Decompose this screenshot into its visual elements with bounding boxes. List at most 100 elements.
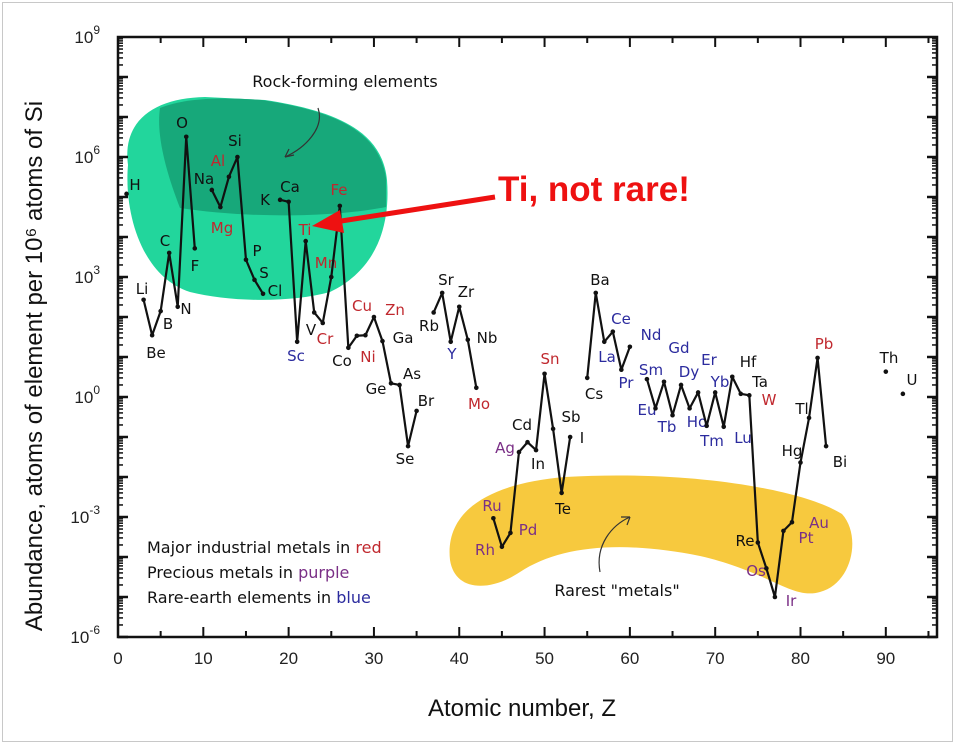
data-point-cu [363,332,368,338]
element-label-s: S [259,264,269,282]
y-tick-base: 10 [70,628,89,647]
data-point-se [405,443,411,449]
data-point-hf [729,374,735,380]
y-tick-base: 10 [74,268,93,287]
data-point-rh [499,544,505,550]
element-label-cr: Cr [317,330,334,348]
data-point-rb [431,310,436,315]
abundance-line-segment [645,356,828,599]
element-label-ba: Ba [590,271,609,289]
element-label-h: H [129,176,140,194]
data-point-th [883,369,889,374]
data-point-in [533,447,539,453]
data-point-y [448,339,454,345]
element-label-pb: Pb [815,335,834,353]
data-point-f [192,246,198,251]
data-point-n [175,304,181,310]
element-label-n: N [180,300,191,318]
element-label-os: Os [746,562,766,580]
x-tick-label: 0 [113,649,122,668]
rock-forming-region-core [159,98,386,216]
data-point-eu [653,406,658,411]
rock-forming-label: Rock-forming elements [252,72,437,91]
y-tick-exponent: -3 [89,503,100,517]
element-label-o: O [176,114,188,132]
data-point-li [141,297,146,303]
data-point-k [277,197,283,203]
data-point-re [755,540,761,545]
element-label-ir: Ir [786,592,797,610]
element-label-au: Au [809,514,829,532]
y-tick-label: 10-6 [70,623,100,647]
element-label-ho: Ho [687,413,707,431]
element-label-sr: Sr [438,271,455,289]
element-label-hg: Hg [782,442,803,460]
element-label-eu: Eu [638,401,657,419]
x-tick-label: 70 [706,649,725,668]
element-label-cs: Cs [585,385,603,403]
data-point-tl [806,415,812,421]
data-point-hg [798,460,803,465]
element-label-sn: Sn [540,350,559,368]
data-point-zn [371,314,377,320]
x-tick-label: 50 [535,649,554,668]
data-point-ho [687,406,692,411]
data-point-au [789,519,795,525]
abundance-line-segment [492,372,572,548]
element-label-w: W [762,391,777,409]
data-point-ga [380,338,385,344]
element-label-sm: Sm [639,361,663,379]
data-point-al [226,174,232,180]
data-point-pt [781,528,786,534]
element-label-pd: Pd [519,521,538,539]
data-point-ru [491,515,496,521]
data-point-dy [678,382,684,388]
data-point-lu [721,424,727,430]
data-point-nd [627,344,633,350]
data-point-mg [218,204,223,210]
data-point-w [747,393,752,398]
data-point-s [252,277,257,283]
element-label-gd: Gd [668,339,689,357]
rock-forming-arrow [284,107,320,158]
legend-text: Precious metals in [147,563,298,582]
legend-entry: Precious metals in purple [147,563,349,582]
element-label-cl: Cl [268,282,283,300]
element-label-ce: Ce [611,310,631,328]
x-tick-label: 80 [791,649,810,668]
element-label-v: V [306,321,317,339]
data-point-bi [823,443,829,449]
y-axis-title: Abundance, atoms of element per 10⁶ atom… [21,101,48,631]
data-point-sn [542,371,547,377]
element-label-in: In [531,455,545,473]
data-point-sc [294,339,300,345]
element-label-na: Na [194,170,214,188]
y-tick-exponent: 9 [93,23,100,37]
data-point-be [149,332,155,338]
element-label-nd: Nd [641,326,662,344]
element-label-er: Er [701,351,717,369]
legend-color-word: purple [298,563,349,582]
data-point-sb [550,426,556,432]
data-point-zr [456,304,462,310]
element-label-ca: Ca [280,178,300,196]
legend-entry: Major industrial metals in red [147,538,382,557]
element-label-ni: Ni [360,348,375,366]
abundance-line-segment [586,291,631,379]
element-label-mo: Mo [468,395,490,413]
data-point-tm [704,423,709,429]
element-label-k: K [260,191,271,209]
data-point-v [311,310,317,315]
element-label-tb: Tb [657,418,677,436]
y-tick-base: 10 [74,28,93,47]
y-tick-label: 10-3 [70,503,100,527]
legend-color-word: blue [336,588,371,607]
element-label-nb: Nb [477,329,498,347]
data-point-pb [815,355,820,361]
x-tick-label: 60 [620,649,639,668]
data-point-la [601,339,607,345]
element-label-yb: Yb [710,373,730,391]
element-label-mg: Mg [211,219,233,237]
data-point-nb [465,337,471,343]
